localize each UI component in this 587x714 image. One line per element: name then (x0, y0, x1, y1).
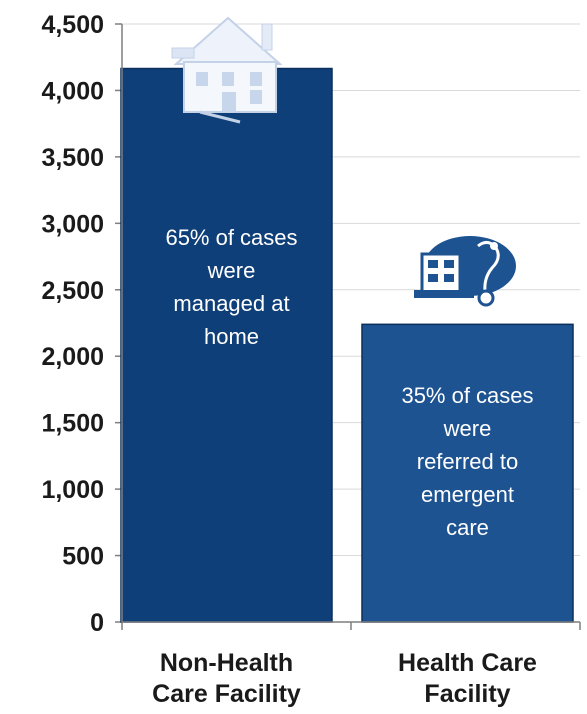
y-tick-label: 3,000 (41, 210, 104, 238)
bar-annotation: 35% of cases were referred to emergent care (401, 383, 533, 540)
y-tick-label: 4,000 (41, 77, 104, 105)
house-icon (171, 16, 283, 124)
y-tick-label: 0 (90, 609, 104, 637)
hospital-stethoscope-icon (414, 236, 516, 307)
bar-annotation: 65% of cases were managed at home (165, 225, 297, 349)
y-tick-label: 1,500 (41, 410, 104, 438)
bar-annotations: 65% of cases were managed at home 35% of cas… (165, 225, 533, 540)
y-tick-label: 2,000 (41, 343, 104, 371)
x-tick-label: Non-Health Care Facility (152, 649, 301, 708)
x-axis-labels: Non-Health Care Facility Health Care Facili… (152, 649, 537, 708)
y-tick-label: 4,500 (41, 11, 104, 39)
y-tick-label: 1,000 (41, 476, 104, 504)
bar (361, 323, 574, 623)
y-axis-labels: 0 500 1,000 1,500 2,000 2,500 3,000 3,500 4,000 4… (41, 11, 104, 637)
y-tick-label: 500 (62, 543, 104, 571)
bars (120, 67, 574, 623)
x-tick-label: Health Care Facility (398, 649, 537, 708)
y-tick-label: 3,500 (41, 144, 104, 172)
y-tick-label: 2,500 (41, 277, 104, 305)
axes (121, 24, 581, 630)
